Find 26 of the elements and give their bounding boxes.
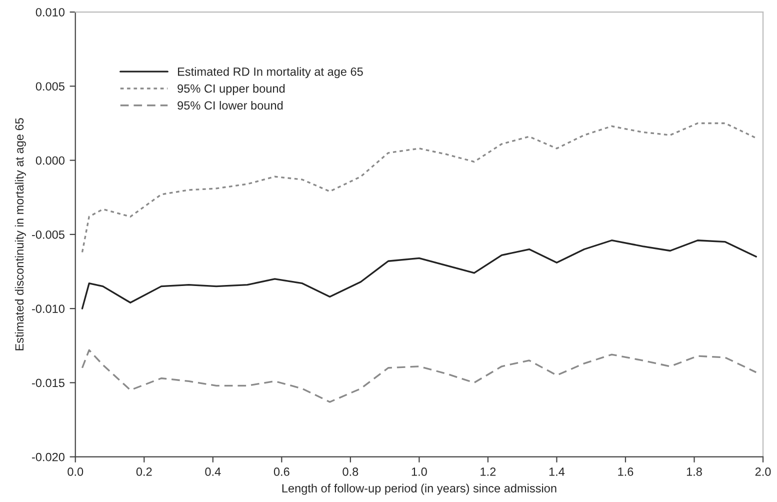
- legend-label: 95% CI upper bound: [178, 84, 285, 96]
- line-series: [81, 240, 757, 310]
- y-tick-label: -0.020: [32, 452, 64, 462]
- x-tick-label: 0.2: [136, 468, 152, 476]
- legend-label: Estimated RD In mortality at age 65: [178, 67, 363, 78]
- y-tick-label: 0.000: [36, 156, 64, 165]
- x-tick-label: 1.2: [480, 468, 496, 476]
- x-tick-label: 1.0: [412, 468, 427, 476]
- y-tick-label: -0.015: [32, 378, 64, 388]
- line-series: [81, 349, 757, 403]
- x-tick-label: 0.6: [274, 468, 290, 476]
- y-axis-title: Estimated discontinuity in mortality at age 65: [14, 118, 26, 350]
- y-tick-label: 0.010: [36, 8, 64, 16]
- y-tick-label: -0.005: [32, 230, 64, 239]
- x-axis-title: Length of follow-up period (in years) since admission: [282, 484, 556, 495]
- x-tick-label: 0.0: [68, 468, 84, 476]
- x-tick-label: 1.8: [686, 468, 702, 476]
- x-tick-label: 0.8: [342, 468, 358, 476]
- x-tick-label: 1.4: [549, 468, 565, 476]
- y-tick-label: 0.005: [36, 82, 64, 91]
- y-tick-label: -0.010: [32, 304, 64, 313]
- legend-label: 95% CI lower bound: [178, 100, 283, 110]
- x-tick-label: 0.4: [205, 468, 221, 476]
- x-tick-label: 1.6: [618, 468, 634, 476]
- x-tick-label: 2.0: [755, 468, 771, 476]
- line-series: [81, 122, 757, 254]
